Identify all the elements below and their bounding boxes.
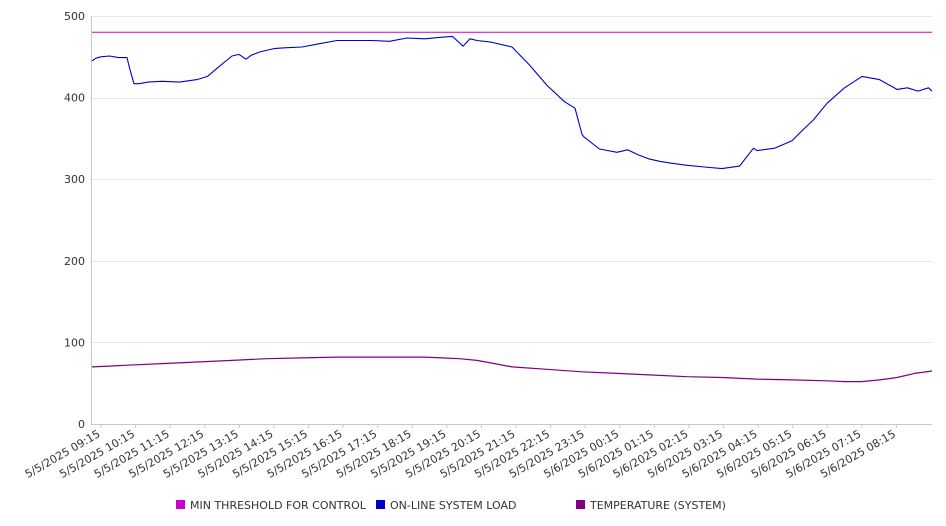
legend-label: MIN THRESHOLD FOR CONTROL (190, 499, 367, 512)
series-lines (91, 31, 933, 383)
legend[interactable]: MIN THRESHOLD FOR CONTROL ON-LINE SYSTEM … (176, 499, 726, 512)
y-tick-label: 100 (64, 336, 85, 349)
legend-swatch (576, 500, 585, 509)
y-tick-label: 500 (64, 10, 85, 23)
legend-label: ON-LINE SYSTEM LOAD (390, 499, 516, 512)
legend-item[interactable]: TEMPERATURE (SYSTEM) (576, 499, 726, 512)
legend-label: TEMPERATURE (SYSTEM) (589, 499, 726, 512)
y-tick-label: 300 (64, 173, 85, 186)
y-tick-label: 200 (64, 255, 85, 268)
x-tick-labels: 5/5/2025 09:155/5/2025 10:155/5/2025 11:… (23, 424, 898, 481)
legend-item[interactable]: MIN THRESHOLD FOR CONTROL (176, 499, 367, 512)
series-line-on-line-system-load (91, 35, 933, 170)
legend-swatch (376, 500, 385, 509)
gridlines (92, 16, 932, 343)
y-tick-label: 0 (78, 418, 85, 431)
axes (91, 16, 932, 425)
series-line-temperature-system (91, 356, 933, 383)
legend-item[interactable]: ON-LINE SYSTEM LOAD (376, 499, 516, 512)
legend-swatch (176, 500, 185, 509)
y-tick-labels: 0 100 200 300 400 500 (64, 10, 85, 431)
y-tick-label: 400 (64, 92, 85, 105)
